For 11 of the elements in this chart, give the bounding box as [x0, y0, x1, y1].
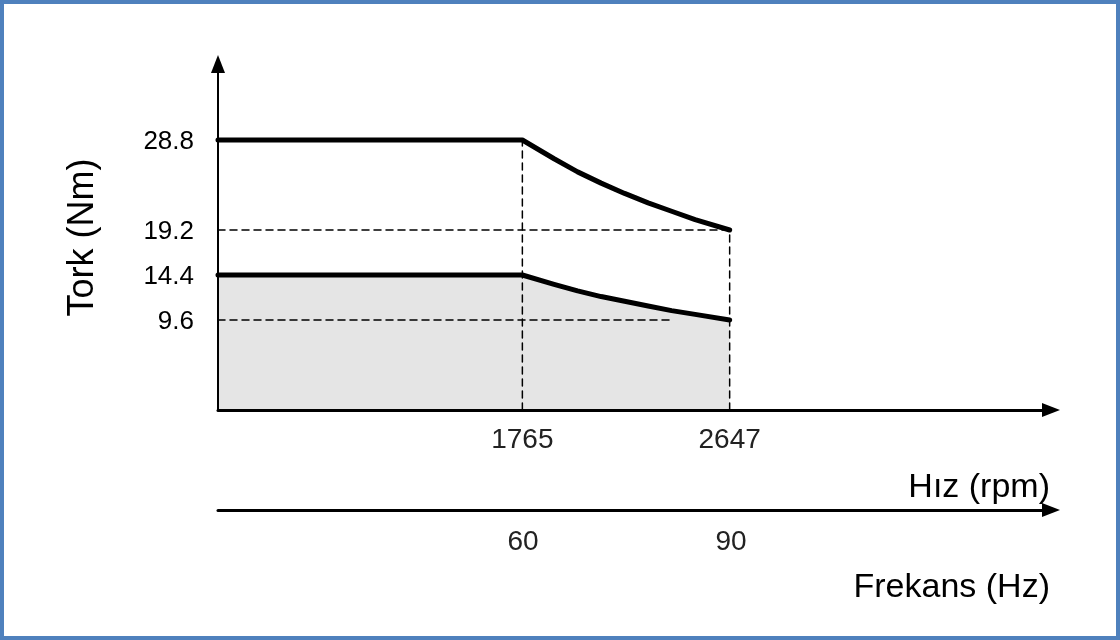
x2-axis-title: Frekans (Hz) — [853, 566, 1050, 604]
x-tick-label: 2647 — [698, 422, 761, 454]
y-tick-label: 9.6 — [157, 305, 194, 335]
y-tick-label: 14.4 — [143, 260, 194, 290]
x2-tick-label: 90 — [715, 524, 747, 556]
y-axis-title: Tork (Nm) — [59, 158, 101, 317]
x2-tick-label: 60 — [507, 524, 539, 556]
y-tick-label: 19.2 — [143, 215, 194, 245]
x-axis-title: Hız (rpm) — [908, 466, 1050, 504]
y-tick-label: 28.8 — [143, 125, 194, 155]
x-tick-label: 1765 — [491, 422, 554, 454]
